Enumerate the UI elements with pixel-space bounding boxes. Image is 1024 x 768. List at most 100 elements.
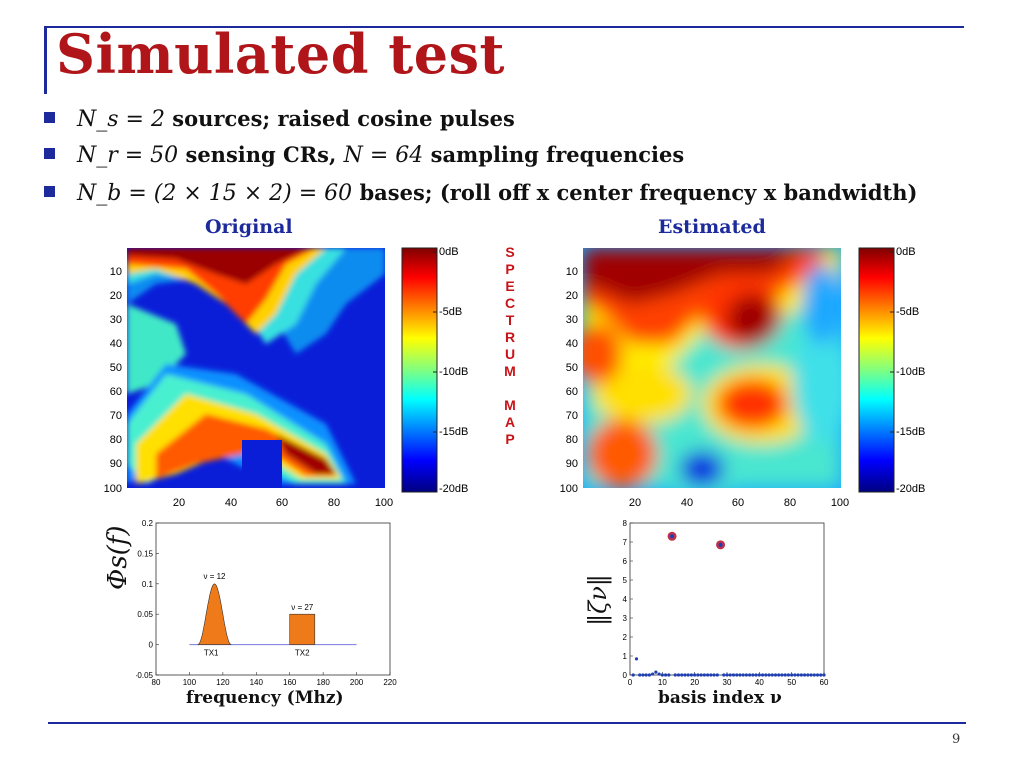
coef-point (696, 673, 700, 677)
colorbar-tick: 0dB (439, 246, 459, 258)
coef-point (793, 673, 797, 677)
vertical-letter: E (505, 278, 515, 294)
y-tick-label: 7 (623, 538, 628, 547)
x-tick-label: 200 (350, 678, 364, 687)
coef-point (670, 534, 675, 539)
y-tick: 70 (566, 410, 578, 422)
x-tick-label: 60 (820, 678, 829, 687)
psd-y-label: Φs(f) (103, 525, 133, 590)
bullet-math: N_r = 50 (77, 143, 179, 168)
y-tick-label: 6 (623, 557, 628, 566)
coef-x-label-text: basis index ν (658, 688, 782, 708)
coef-point (760, 673, 765, 677)
x-tick: 100 (831, 497, 849, 509)
original-spectrum-map: 10 20 30 40 50 60 70 80 90 100 20 40 60 … (104, 248, 393, 509)
y-tick: 20 (566, 290, 578, 302)
coef-point (822, 673, 826, 677)
colorbar-tick: -10dB (439, 366, 468, 378)
bullet-text: sensing CRs, (185, 142, 337, 167)
y-tick: 50 (566, 362, 578, 374)
coef-point (741, 673, 745, 677)
original-colorbar: 0dB -5dB -10dB -15dB -20dB (401, 246, 468, 495)
coef-point (786, 673, 791, 677)
x-tick: 80 (328, 497, 340, 509)
bullet-bases: N_b = (2 × 15 × 2) = 60 bases; (roll off… (44, 180, 917, 206)
bullet-math-2: N = 64 (343, 143, 424, 168)
x-tick-label: 50 (787, 678, 796, 687)
tx2-rectangular-pulse (289, 613, 316, 645)
bullet-square-icon (44, 186, 55, 197)
coef-point (780, 673, 784, 677)
colorbar-tick: -10dB (896, 366, 925, 378)
original-caption: Original (205, 216, 293, 238)
vertical-letter: A (504, 414, 516, 430)
coef-point (644, 673, 648, 677)
coef-point (654, 670, 658, 674)
x-tick-label: 140 (250, 678, 264, 687)
y-tick-label: 2 (623, 633, 628, 642)
coef-point (731, 673, 736, 677)
coef-plot-area (629, 522, 825, 676)
colorbar-tick: -5dB (439, 306, 462, 318)
coef-point (702, 673, 706, 677)
coef-point (812, 673, 816, 677)
coef-point (754, 673, 758, 677)
y-tick: 20 (110, 290, 122, 302)
vertical-letter: P (505, 431, 515, 447)
coef-point (663, 673, 668, 677)
estimated-spectrum-map: 10 20 30 40 50 60 70 80 90 100 20 40 60 … (560, 248, 849, 509)
colorbar-gradient (858, 247, 895, 493)
colorbar-tick: 0dB (896, 246, 916, 258)
y-tick: 10 (566, 266, 578, 278)
psd-y-ticks: -0.05 0 0.05 0.1 0.15 0.2 (136, 519, 159, 680)
original-y-ticks: 10 20 30 40 50 60 70 80 90 100 (104, 266, 122, 495)
x-tick-label: 80 (152, 678, 161, 687)
coef-point (680, 673, 684, 677)
original-heatmap-image (127, 248, 385, 488)
vertical-letter: T (505, 312, 515, 328)
coef-point (767, 673, 771, 677)
coef-point (673, 673, 677, 677)
x-tick-label: 0 (628, 678, 633, 687)
coef-point (715, 673, 719, 677)
bullet-sources: N_s = 2 sources; raised cosine pulses (44, 106, 515, 132)
x-tick: 40 (681, 497, 693, 509)
y-tick: 80 (110, 434, 122, 446)
estimated-x-ticks: 20 40 60 80 100 (629, 497, 849, 509)
vertical-letter: U (504, 346, 516, 362)
bullet-text: bases; (roll off x center frequency x ba… (359, 180, 918, 205)
vertical-letter: P (505, 261, 515, 277)
original-x-ticks: 20 40 60 80 100 (173, 497, 393, 509)
bullet-square-icon (44, 148, 55, 159)
footer-rule (48, 722, 966, 724)
coef-point (803, 673, 807, 677)
coef-y-label: ‖ζν‖ (584, 574, 612, 626)
y-tick-label: 0.05 (137, 610, 153, 619)
y-tick-label: 0 (623, 671, 628, 680)
psd-plot-area (155, 522, 391, 676)
coef-point (790, 673, 794, 677)
vertical-letter: M (504, 397, 516, 413)
bullet-sensing: N_r = 50 sensing CRs, N = 64 sampling fr… (44, 142, 684, 168)
bullet-text: sources; raised cosine pulses (172, 106, 515, 131)
coef-point (651, 672, 655, 676)
coef-point (683, 673, 687, 677)
title-rule-top (44, 26, 964, 28)
y-tick: 100 (560, 483, 578, 495)
title-rule-left (44, 28, 47, 94)
coef-point (722, 673, 726, 677)
y-tick: 80 (566, 434, 578, 446)
coef-point (718, 542, 723, 547)
x-tick: 40 (225, 497, 237, 509)
psd-chart: -0.05 0 0.05 0.1 0.15 0.2 80 100 120 140 160 180 20… (136, 519, 397, 687)
coef-point (735, 673, 739, 677)
coef-point (796, 673, 800, 677)
y-tick: 60 (110, 386, 122, 398)
coef-point (660, 673, 664, 677)
coef-point (806, 673, 810, 677)
coef-point (676, 673, 681, 677)
psd-x-label: frequency (Mhz) (186, 688, 344, 708)
y-tick: 90 (566, 458, 578, 470)
coef-x-label: basis index ν (658, 688, 782, 708)
coef-point (693, 673, 697, 677)
